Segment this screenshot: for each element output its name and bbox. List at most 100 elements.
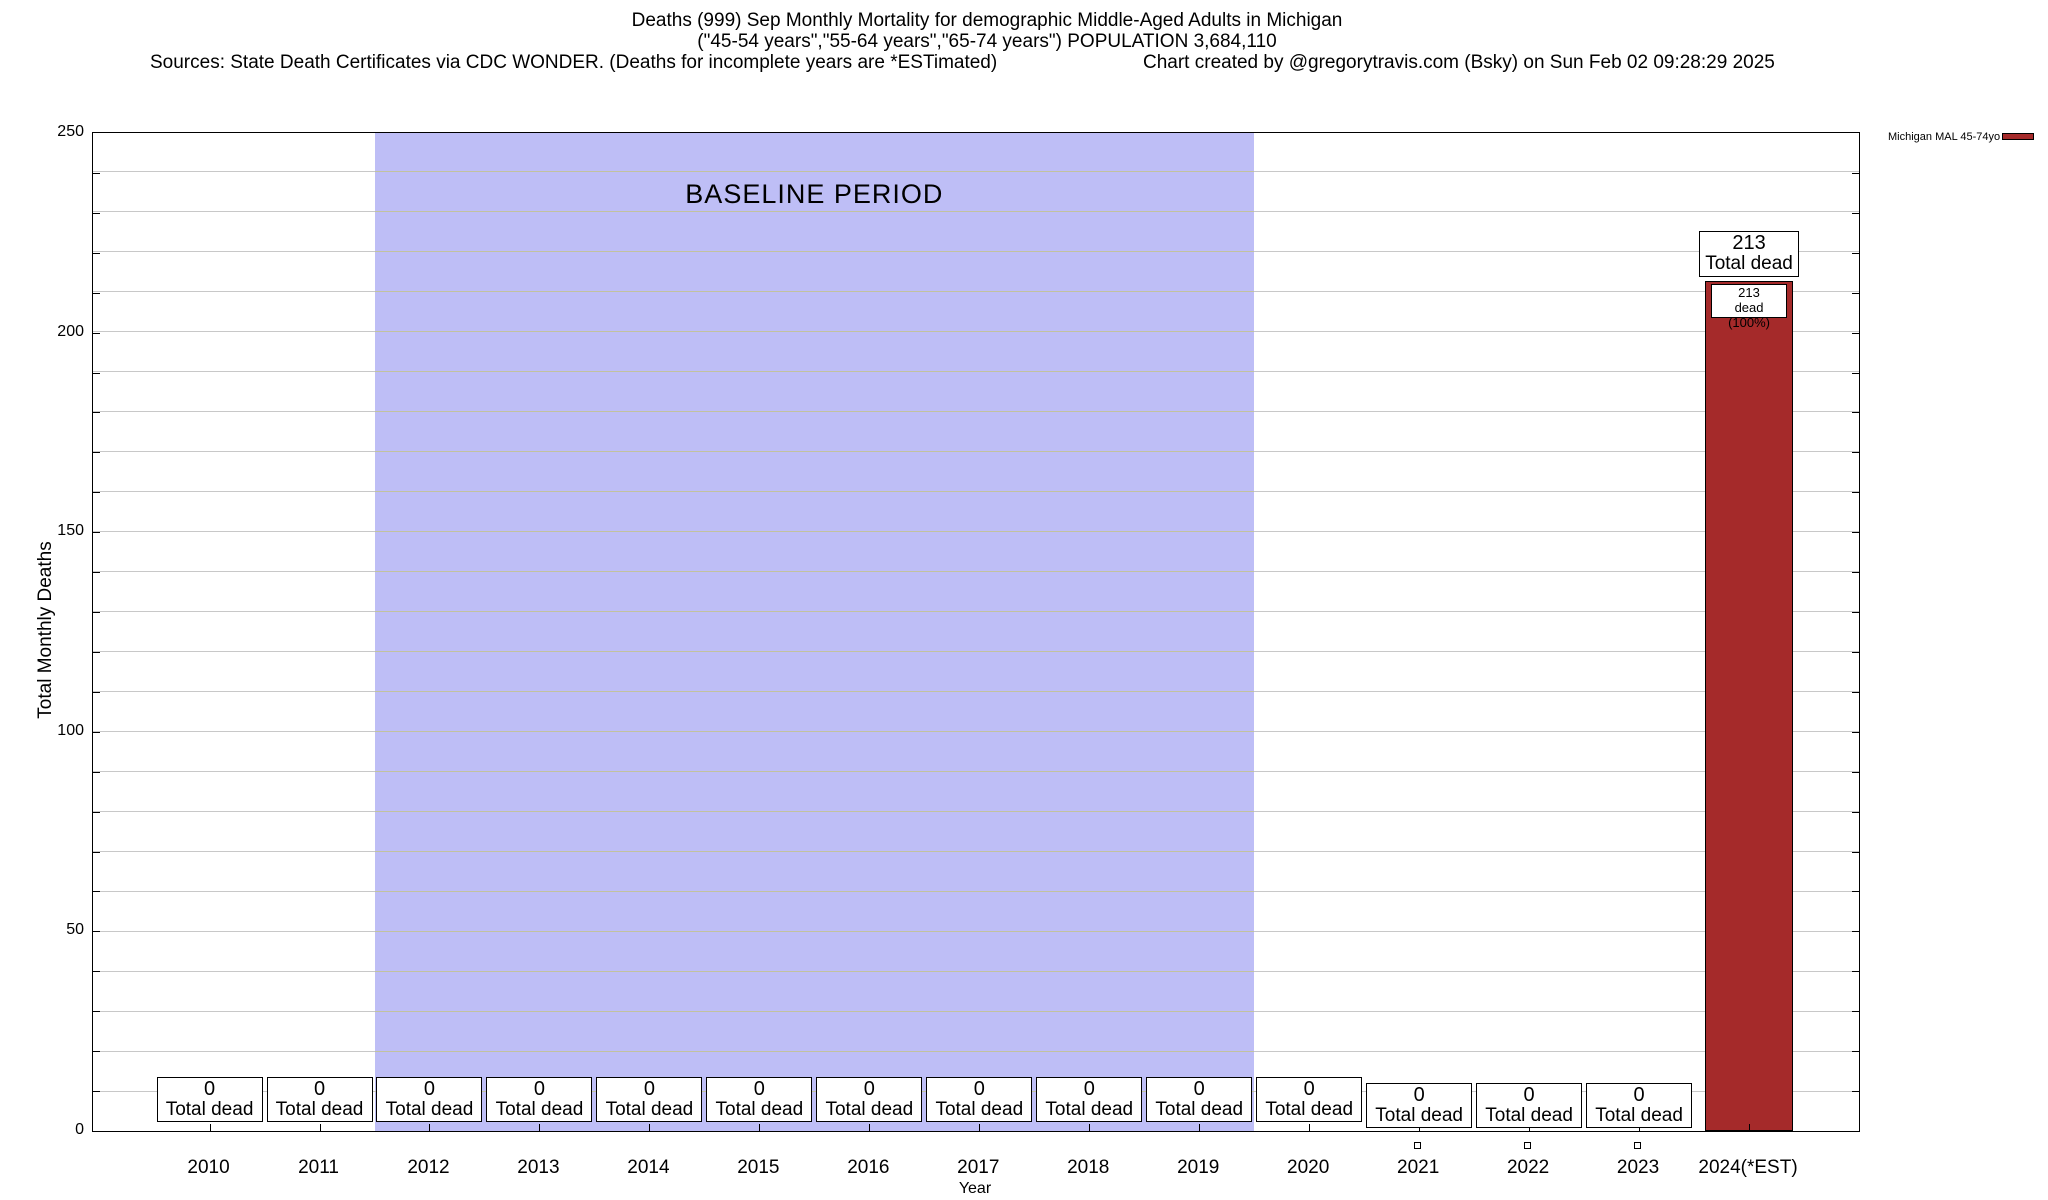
y-tick-right — [1852, 332, 1859, 334]
zero-label-2017: 0 Total dead — [926, 1077, 1033, 1122]
y-tick-right — [1852, 172, 1859, 174]
y-tick-left — [93, 292, 100, 294]
x-tick-label: 2019 — [1177, 1157, 1220, 1178]
y-tick-right — [1852, 851, 1859, 853]
x-tick-label: 2017 — [957, 1157, 1000, 1178]
sub-axis-marker-2023 — [1634, 1142, 1642, 1149]
y-tick-right — [1852, 891, 1859, 893]
y-tick-right — [1852, 771, 1859, 773]
bar-inner-label-2024: 213 dead (100%) — [1711, 283, 1788, 330]
zero-label-2018: 0 Total dead — [1036, 1077, 1143, 1122]
y-tick-right — [1852, 612, 1859, 614]
x-tick — [759, 1124, 761, 1131]
y-tick-left — [93, 691, 100, 693]
y-tick-label: 0 — [75, 1121, 84, 1138]
chart-sources-note: Sources: State Death Certificates via CD… — [150, 52, 998, 73]
bar-total-label-2024: 213 Total dead — [1699, 230, 1800, 277]
y-tick-right — [1852, 492, 1859, 494]
x-tick — [539, 1124, 541, 1131]
zero-label-2014: 0 Total dead — [596, 1077, 703, 1122]
y-tick-right — [1852, 731, 1859, 733]
x-tick — [1749, 1124, 1751, 1131]
y-axis-title: Total Monthly Deaths — [35, 541, 56, 719]
y-tick-right — [1852, 292, 1859, 294]
zero-label-2011: 0 Total dead — [266, 1077, 373, 1122]
y-tick-right — [1852, 691, 1859, 693]
x-tick-label: 2014 — [627, 1157, 670, 1178]
y-tick-label: 200 — [57, 322, 84, 340]
x-tick — [979, 1124, 981, 1131]
sub-axis-marker-2022 — [1524, 1142, 1532, 1149]
y-tick-left — [93, 612, 100, 614]
x-tick-label: 2022 — [1506, 1157, 1550, 1178]
baseline-period-caption: BASELINE PERIOD — [685, 179, 944, 209]
x-tick-label: 2012 — [407, 1157, 450, 1178]
y-tick-right — [1852, 931, 1859, 933]
x-tick — [429, 1124, 431, 1131]
y-tick-left — [93, 731, 100, 733]
baseline-period-region: BASELINE PERIOD — [374, 133, 1255, 1131]
y-tick-label: 150 — [57, 522, 84, 540]
x-tick — [319, 1124, 321, 1131]
y-tick-label: 100 — [57, 721, 84, 739]
plot-area: BASELINE PERIOD 0 Total dead 0 Total dead 0 To… — [92, 132, 1860, 1132]
y-tick-left — [93, 252, 100, 254]
y-tick-left — [93, 651, 100, 653]
legend-label: Michigan MAL 45-74yo — [1888, 131, 2001, 143]
chart-title-line2: ("45-54 years","55-64 years","65-74 year… — [697, 31, 1277, 52]
y-tick-left — [93, 811, 100, 813]
y-tick-left — [93, 971, 100, 973]
y-tick-right — [1852, 971, 1859, 973]
x-tick — [1309, 1124, 1311, 1131]
y-tick-left — [93, 532, 100, 534]
y-tick-left — [93, 931, 100, 933]
zero-label-2019: 0 Total dead — [1146, 1077, 1253, 1122]
x-tick-label: 2011 — [298, 1157, 339, 1178]
x-tick-label: 2013 — [517, 1157, 560, 1178]
y-tick-left — [93, 412, 100, 414]
x-tick — [209, 1124, 211, 1131]
zero-label-2013: 0 Total dead — [486, 1077, 593, 1122]
y-tick-right — [1852, 372, 1859, 374]
bar-2024 — [1705, 280, 1794, 1131]
x-tick-label: 2018 — [1067, 1157, 1110, 1178]
legend-swatch — [2002, 133, 2034, 140]
y-tick-right — [1852, 452, 1859, 454]
x-tick — [1089, 1124, 1091, 1131]
y-tick-left — [93, 372, 100, 374]
x-tick — [1199, 1124, 1201, 1131]
y-tick-left — [93, 771, 100, 773]
x-tick-label: 2024(*EST) — [1698, 1157, 1798, 1178]
y-tick-left — [93, 1051, 100, 1053]
y-tick-right — [1852, 412, 1859, 414]
y-tick-right — [1852, 651, 1859, 653]
y-tick-right — [1852, 1011, 1859, 1013]
sub-axis-marker-2021 — [1414, 1142, 1422, 1149]
zero-label-2023: 0 Total dead — [1586, 1083, 1693, 1128]
y-tick-right — [1852, 811, 1859, 813]
y-tick-right — [1852, 572, 1859, 574]
y-tick-left — [93, 212, 100, 214]
x-tick-label: 2023 — [1616, 1157, 1660, 1178]
x-tick — [649, 1124, 651, 1131]
y-tick-left — [93, 572, 100, 574]
y-tick-label: 50 — [66, 921, 84, 939]
y-tick-left — [93, 332, 100, 334]
y-tick-left — [93, 172, 100, 174]
y-tick-right — [1852, 1051, 1859, 1053]
chart-title-line1: Deaths (999) Sep Monthly Mortality for d… — [631, 10, 1343, 31]
zero-label-2020: 0 Total dead — [1256, 1077, 1363, 1122]
y-tick-left — [93, 891, 100, 893]
y-tick-right — [1852, 212, 1859, 214]
zero-label-2016: 0 Total dead — [816, 1077, 923, 1122]
x-tick-label: 2016 — [847, 1157, 890, 1178]
zero-label-2012: 0 Total dead — [376, 1077, 483, 1122]
x-tick — [869, 1124, 871, 1131]
y-tick-left — [93, 1091, 100, 1093]
y-tick-right — [1852, 532, 1859, 534]
y-tick-left — [93, 851, 100, 853]
y-tick-label: 250 — [57, 123, 84, 140]
x-axis-title: Year — [958, 1180, 992, 1197]
y-tick-right — [1852, 1091, 1859, 1093]
